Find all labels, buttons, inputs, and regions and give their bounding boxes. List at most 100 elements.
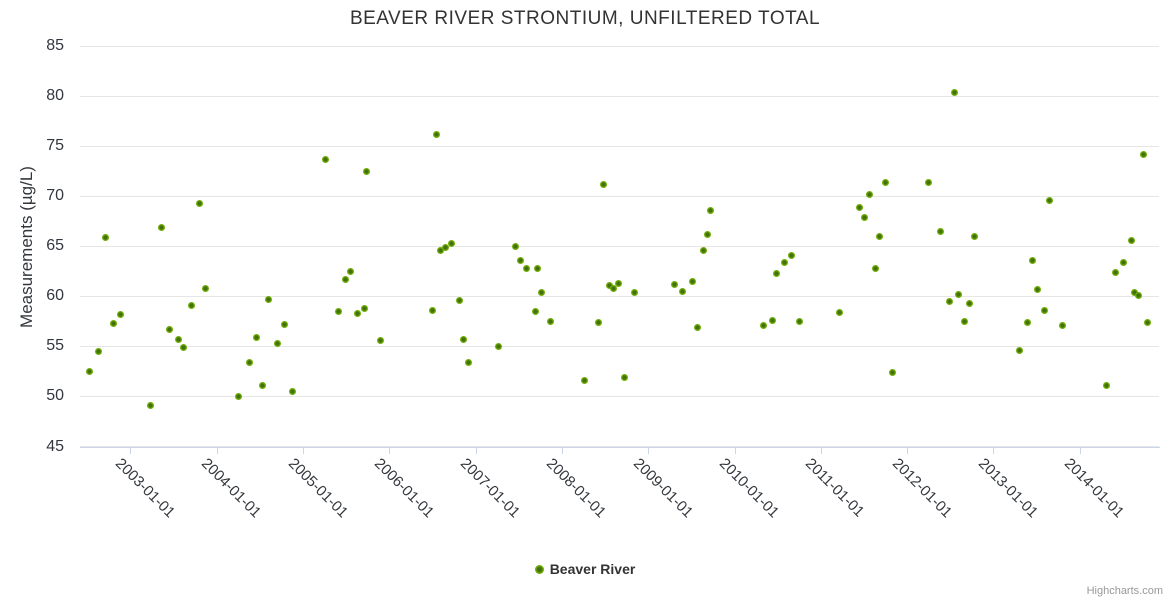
data-point[interactable] <box>631 288 639 296</box>
data-point[interactable] <box>888 368 896 376</box>
data-point[interactable] <box>595 318 603 326</box>
data-point[interactable] <box>246 358 254 366</box>
data-point[interactable] <box>102 233 110 241</box>
data-point[interactable] <box>456 296 464 304</box>
data-point[interactable] <box>180 343 188 351</box>
data-point[interactable] <box>288 387 296 395</box>
data-point[interactable] <box>1058 321 1066 329</box>
data-point[interactable] <box>1131 288 1139 296</box>
data-point[interactable] <box>881 178 889 186</box>
data-point[interactable] <box>346 267 354 275</box>
data-point[interactable] <box>362 167 370 175</box>
data-point[interactable] <box>707 206 715 214</box>
data-point[interactable] <box>866 190 874 198</box>
data-point[interactable] <box>671 280 679 288</box>
data-point[interactable] <box>609 284 617 292</box>
data-point[interactable] <box>321 155 329 163</box>
gridline <box>80 295 1159 297</box>
data-point[interactable] <box>621 373 629 381</box>
data-point[interactable] <box>1139 150 1147 158</box>
data-point[interactable] <box>158 223 166 231</box>
data-point[interactable] <box>546 317 554 325</box>
data-point[interactable] <box>970 232 978 240</box>
data-point[interactable] <box>600 180 608 188</box>
data-point[interactable] <box>533 264 541 272</box>
data-point[interactable] <box>605 281 613 289</box>
data-point[interactable] <box>860 213 868 221</box>
data-point[interactable] <box>1144 318 1151 326</box>
data-point[interactable] <box>1134 291 1142 299</box>
data-point[interactable] <box>253 333 261 341</box>
data-point[interactable] <box>689 277 697 285</box>
data-point[interactable] <box>274 339 282 347</box>
data-point[interactable] <box>1024 318 1032 326</box>
data-point[interactable] <box>876 232 884 240</box>
data-point[interactable] <box>522 264 530 272</box>
data-point[interactable] <box>699 246 707 254</box>
data-point[interactable] <box>117 310 125 318</box>
data-point[interactable] <box>945 297 953 305</box>
data-point[interactable] <box>265 295 273 303</box>
data-point[interactable] <box>581 376 589 384</box>
data-point[interactable] <box>924 178 932 186</box>
data-point[interactable] <box>512 242 520 250</box>
data-point[interactable] <box>147 401 155 409</box>
data-point[interactable] <box>950 88 958 96</box>
data-point[interactable] <box>361 304 369 312</box>
data-point[interactable] <box>174 335 182 343</box>
data-point[interactable] <box>376 336 384 344</box>
data-point[interactable] <box>532 307 540 315</box>
data-point[interactable] <box>448 239 456 247</box>
data-point[interactable] <box>428 306 436 314</box>
data-point[interactable] <box>1016 346 1024 354</box>
data-point[interactable] <box>768 316 776 324</box>
data-point[interactable] <box>1112 268 1120 276</box>
data-point[interactable] <box>538 288 546 296</box>
legend-item-beaver-river[interactable]: Beaver River <box>534 561 635 577</box>
data-point[interactable] <box>85 367 93 375</box>
data-point[interactable] <box>936 227 944 235</box>
data-point[interactable] <box>235 392 243 400</box>
data-point[interactable] <box>1029 256 1037 264</box>
data-point[interactable] <box>855 203 863 211</box>
data-point[interactable] <box>759 321 767 329</box>
data-point[interactable] <box>459 335 467 343</box>
data-point[interactable] <box>678 287 686 295</box>
data-point[interactable] <box>835 308 843 316</box>
data-point[interactable] <box>694 323 702 331</box>
data-point[interactable] <box>94 347 102 355</box>
data-point[interactable] <box>614 279 622 287</box>
data-point[interactable] <box>1046 196 1054 204</box>
data-point[interactable] <box>281 320 288 328</box>
data-point[interactable] <box>258 381 266 389</box>
data-point[interactable] <box>464 358 472 366</box>
data-point[interactable] <box>166 325 174 333</box>
data-point[interactable] <box>1119 258 1127 266</box>
data-point[interactable] <box>187 301 195 309</box>
data-point[interactable] <box>110 319 118 327</box>
data-point[interactable] <box>195 199 203 207</box>
data-point[interactable] <box>1041 306 1049 314</box>
data-point[interactable] <box>342 275 350 283</box>
data-point[interactable] <box>442 243 450 251</box>
data-point[interactable] <box>966 299 974 307</box>
data-point[interactable] <box>495 342 503 350</box>
data-point[interactable] <box>437 246 445 254</box>
data-point[interactable] <box>432 130 440 138</box>
data-point[interactable] <box>1127 236 1135 244</box>
data-point[interactable] <box>788 251 796 259</box>
data-point[interactable] <box>1102 381 1110 389</box>
data-point[interactable] <box>703 230 711 238</box>
data-point[interactable] <box>516 256 524 264</box>
data-point[interactable] <box>772 269 780 277</box>
data-point[interactable] <box>955 290 963 298</box>
data-point[interactable] <box>961 317 969 325</box>
data-point[interactable] <box>1033 285 1041 293</box>
data-point[interactable] <box>353 309 361 317</box>
data-point[interactable] <box>201 284 209 292</box>
highcharts-credits-link[interactable]: Highcharts.com <box>1086 585 1163 597</box>
data-point[interactable] <box>872 264 880 272</box>
data-point[interactable] <box>780 258 788 266</box>
data-point[interactable] <box>796 317 804 325</box>
data-point[interactable] <box>335 307 343 315</box>
